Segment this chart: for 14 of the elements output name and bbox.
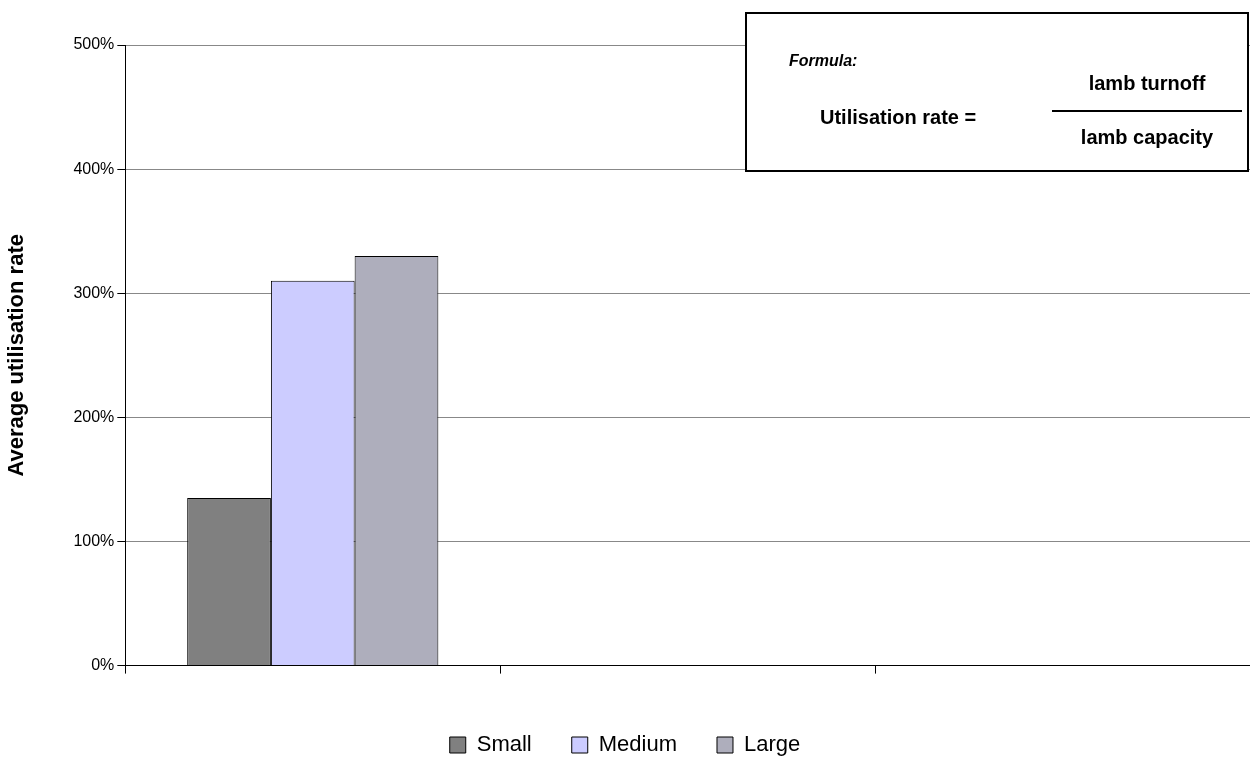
- y-tick-label: 400%: [73, 159, 115, 177]
- y-tick-label: 300%: [73, 283, 115, 301]
- annotation: Utilisation rate =: [820, 106, 977, 129]
- y-tick-label: 500%: [73, 35, 115, 53]
- y-axis-title: Average utilisation rate: [3, 234, 29, 477]
- annotation: lamb turnoff: [1087, 72, 1207, 95]
- legend-label: Large: [743, 731, 801, 757]
- y-tick-label: 200%: [73, 407, 115, 425]
- annotation: Formula:: [789, 52, 858, 70]
- annotation: lamb capacity: [1079, 126, 1215, 149]
- legend-label: Small: [476, 731, 532, 757]
- legend-label: Medium: [598, 731, 677, 757]
- y-tick-label: 100%: [73, 531, 115, 549]
- y-tick-label: 0%: [91, 656, 115, 674]
